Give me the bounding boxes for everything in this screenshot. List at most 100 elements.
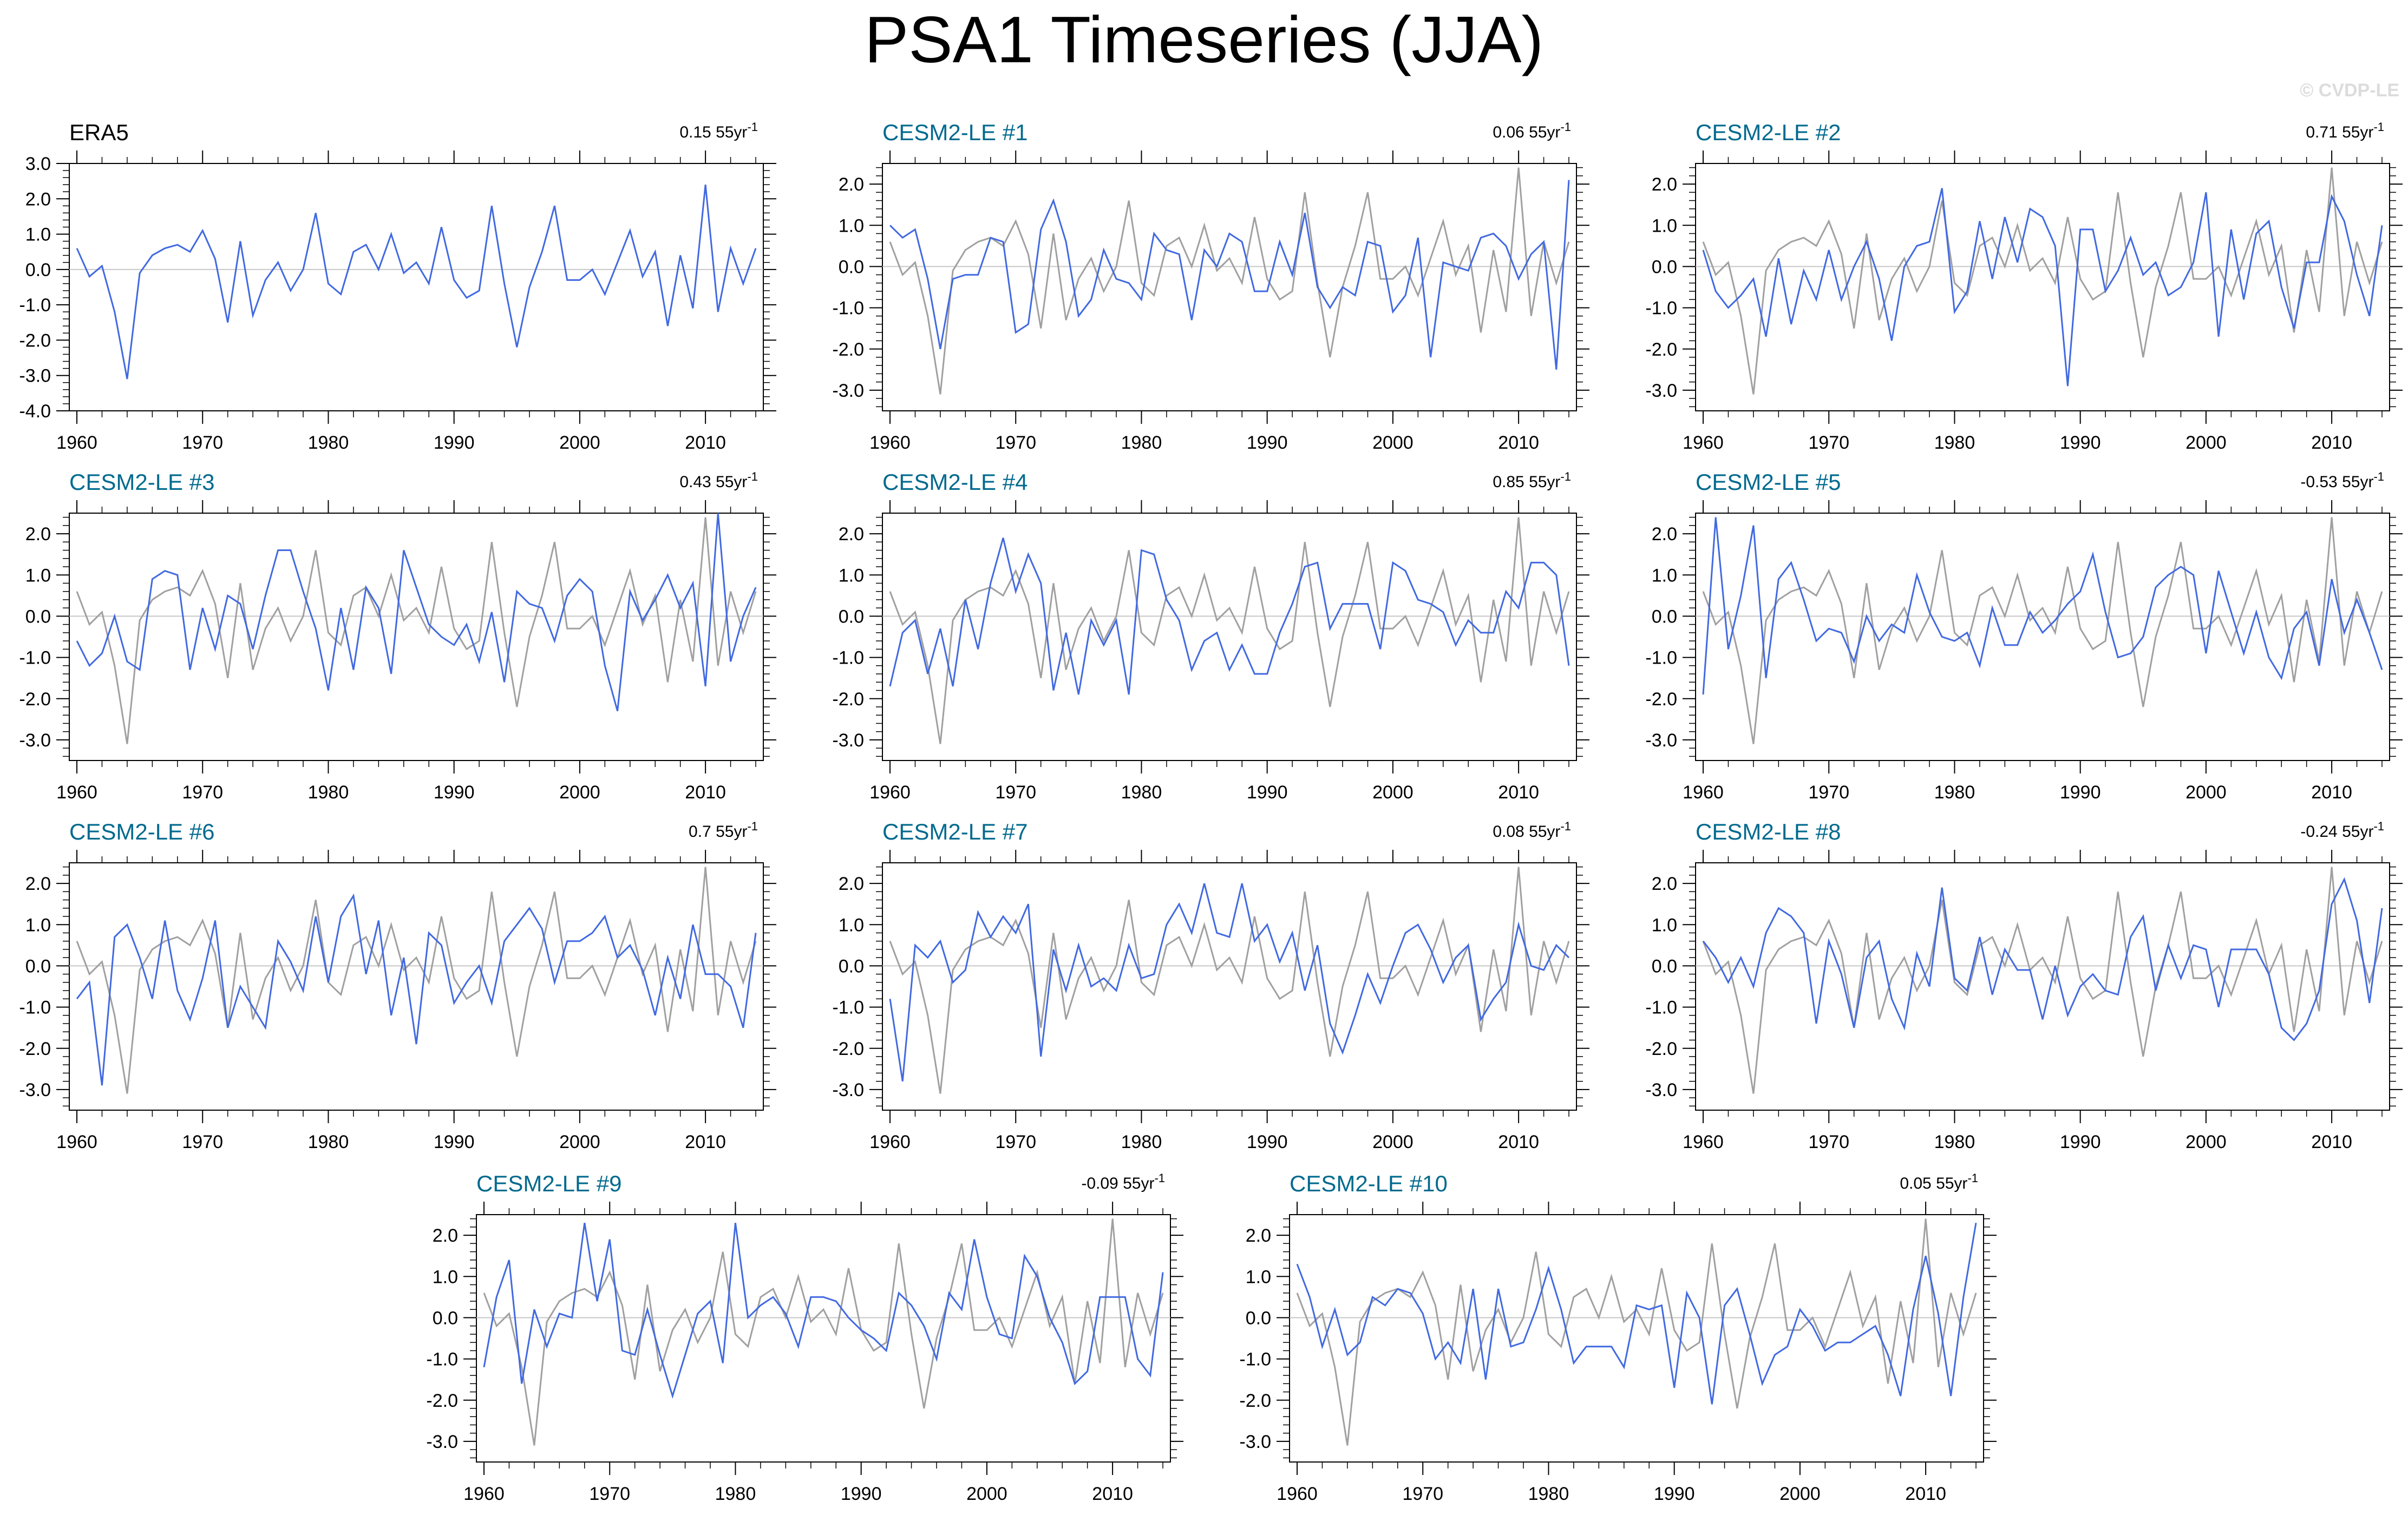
x-tick-label: 2010: [685, 1132, 726, 1152]
y-tick-label: 2.0: [433, 1225, 458, 1246]
x-tick-label: 1970: [1808, 1132, 1849, 1152]
x-tick-label: 1990: [1247, 432, 1288, 453]
y-tick-label: -1.0: [1645, 298, 1677, 319]
panel-cesm2-le-2: 1960 1970 1980 1990 2000 2010 -3.0 -2.0 -1.0 0.0 1…: [1645, 120, 2403, 453]
y-tick-label: -2.0: [832, 339, 864, 360]
x-tick-label: 2010: [2311, 1132, 2352, 1152]
panel-frame: [882, 862, 1577, 1111]
y-tick-label: 1.0: [25, 565, 51, 586]
x-tick-label: 1960: [1277, 1484, 1318, 1504]
x-tick-label: 2010: [2311, 782, 2352, 803]
y-tick-label: 0.0: [25, 606, 51, 627]
y-tick-label: -2.0: [1645, 689, 1677, 710]
panel-title: CESM2-LE #8: [1696, 819, 1841, 844]
y-tick-label: 0.0: [839, 257, 864, 277]
x-tick-label: 1990: [1247, 1132, 1288, 1152]
trend-label: 0.08 55yr-1: [1493, 819, 1571, 841]
era5-reference-line: [1296, 1218, 1977, 1446]
panel-title: CESM2-LE #3: [69, 469, 214, 495]
y-tick-label: 0.0: [839, 956, 864, 976]
panel-cesm2-le-3: 1960 1970 1980 1990 2000 2010 -3.0 -2.0 -1.0 0.0 1…: [19, 469, 776, 803]
panel-cesm2-le-8: 1960 1970 1980 1990 2000 2010 -3.0 -2.0 -1.0 0.0 1…: [1645, 819, 2403, 1152]
y-tick-label: -2.0: [19, 1039, 51, 1059]
y-tick-label: -1.0: [1645, 648, 1677, 668]
x-tick-label: 1980: [715, 1484, 756, 1504]
panel-title: CESM2-LE #6: [69, 819, 214, 844]
x-tick-label: 1990: [434, 432, 475, 453]
y-tick-label: -3.0: [19, 1080, 51, 1100]
x-tick-label: 1970: [1402, 1484, 1443, 1504]
model-series-line: [483, 1222, 1164, 1399]
x-tick-label: 1970: [182, 1132, 223, 1152]
model-series-line: [76, 513, 757, 712]
model-series-line: [889, 537, 1570, 695]
x-tick-label: 1970: [1808, 782, 1849, 803]
panel-frame: [69, 862, 764, 1111]
trend-label: 0.71 55yr-1: [2306, 120, 2384, 141]
x-tick-label: 2000: [1372, 432, 1414, 453]
y-tick-label: 0.0: [1652, 956, 1677, 976]
x-tick-label: 2000: [1372, 1132, 1414, 1152]
x-tick-label: 1990: [1247, 782, 1288, 803]
x-tick-label: 1970: [995, 782, 1036, 803]
panel-title: CESM2-LE #9: [476, 1171, 621, 1196]
panel-title: CESM2-LE #5: [1696, 469, 1841, 495]
x-tick-label: 1970: [182, 782, 223, 803]
trend-label: 0.85 55yr-1: [1493, 470, 1571, 491]
y-tick-label: 2.0: [839, 524, 864, 545]
x-tick-label: 2010: [2311, 432, 2352, 453]
y-tick-label: 2.0: [839, 174, 864, 195]
y-tick-label: 1.0: [1652, 915, 1677, 935]
x-tick-label: 1980: [1121, 432, 1162, 453]
era5-reference-line: [889, 867, 1570, 1094]
x-tick-label: 1960: [1683, 432, 1724, 453]
x-tick-label: 1960: [1683, 1132, 1724, 1152]
trend-label: 0.43 55yr-1: [679, 470, 758, 491]
panel-cesm2-le-6: 1960 1970 1980 1990 2000 2010 -3.0 -2.0 -1.0 0.0 1…: [19, 819, 776, 1152]
panel-title: CESM2-LE #10: [1290, 1171, 1448, 1196]
y-tick-label: 0.0: [839, 606, 864, 627]
panel-frame: [1695, 513, 2390, 761]
x-tick-label: 1980: [1121, 782, 1162, 803]
panel-title: CESM2-LE #2: [1696, 120, 1841, 145]
y-tick-label: 0.0: [25, 956, 51, 976]
y-tick-label: -3.0: [19, 730, 51, 751]
panel-cesm2-le-5: 1960 1970 1980 1990 2000 2010 -3.0 -2.0 -1.0 0.0 1…: [1645, 469, 2403, 803]
y-tick-label: 2.0: [1652, 174, 1677, 195]
y-tick-label: -4.0: [19, 401, 51, 422]
y-tick-label: -3.0: [832, 1080, 864, 1100]
trend-label: 0.7 55yr-1: [689, 819, 758, 841]
y-tick-label: 0.0: [1652, 257, 1677, 277]
panel-cesm2-le-4: 1960 1970 1980 1990 2000 2010 -3.0 -2.0 -1.0 0.0 1…: [832, 469, 1589, 803]
model-series-line: [1702, 517, 2383, 695]
y-tick-label: -2.0: [832, 689, 864, 710]
x-tick-label: 2000: [966, 1484, 1007, 1504]
y-tick-label: -1.0: [1645, 998, 1677, 1018]
x-tick-label: 1970: [589, 1484, 630, 1504]
y-tick-label: 0.0: [433, 1308, 458, 1328]
panel-cesm2-le-1: 1960 1970 1980 1990 2000 2010 -3.0 -2.0 -1.0 0.0 1…: [832, 120, 1589, 453]
x-tick-label: 1970: [995, 1132, 1036, 1152]
y-tick-label: 1.0: [839, 565, 864, 586]
x-tick-label: 1990: [1654, 1484, 1695, 1504]
figure-title: PSA1 Timeseries (JJA): [864, 3, 1544, 76]
x-tick-label: 2000: [2185, 1132, 2227, 1152]
x-tick-label: 1980: [308, 782, 349, 803]
x-tick-label: 1980: [308, 1132, 349, 1152]
y-tick-label: -2.0: [832, 1039, 864, 1059]
model-series-line: [1702, 188, 2383, 386]
panel-frame: [69, 513, 764, 761]
x-tick-label: 1990: [434, 782, 475, 803]
x-tick-label: 1990: [434, 1132, 475, 1152]
y-tick-label: -3.0: [1645, 730, 1677, 751]
x-tick-label: 2000: [559, 432, 600, 453]
x-tick-label: 1960: [56, 432, 97, 453]
x-tick-label: 2000: [559, 782, 600, 803]
y-tick-label: 1.0: [839, 215, 864, 236]
y-tick-label: -1.0: [426, 1349, 458, 1370]
y-tick-label: 0.0: [25, 260, 51, 280]
panel-title: ERA5: [69, 120, 129, 145]
x-tick-label: 1990: [2060, 1132, 2101, 1152]
panel-cesm2-le-7: 1960 1970 1980 1990 2000 2010 -3.0 -2.0 -1.0 0.0 1…: [832, 819, 1589, 1152]
x-tick-label: 2010: [1498, 1132, 1539, 1152]
